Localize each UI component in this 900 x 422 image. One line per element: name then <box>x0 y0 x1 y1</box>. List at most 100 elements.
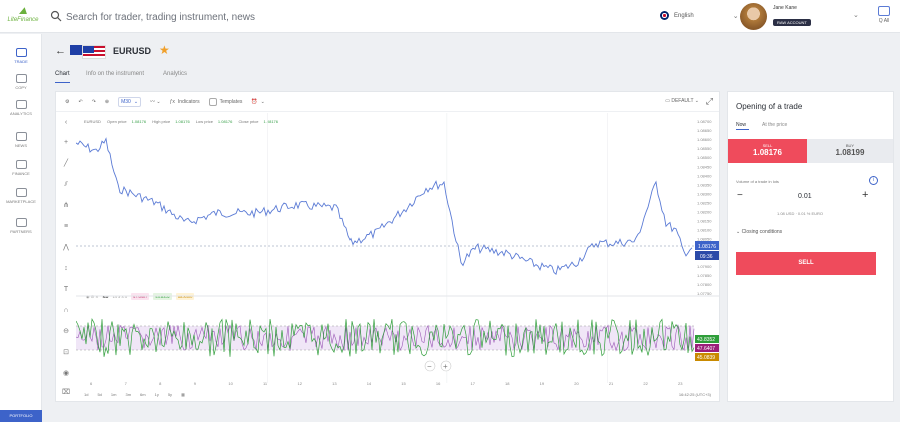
top-bar: ⛰ LiteFinance English ⌄ Jane Kane RAW AC… <box>0 0 900 33</box>
info-icon[interactable]: i <box>869 176 878 185</box>
notifications-button[interactable]: Q All <box>876 6 892 24</box>
legend-high-label: High price <box>152 119 171 124</box>
chart-type-select[interactable]: 〰 ⌄ <box>150 99 161 105</box>
date-axis-label: 18 <box>505 381 510 386</box>
sidebar-item-copy[interactable]: COPY <box>0 74 42 90</box>
marketplace-icon <box>15 188 27 197</box>
language-selector[interactable]: English ⌄ <box>660 11 739 20</box>
price-axis-label: 1.08650 <box>697 128 712 133</box>
range-1d[interactable]: 1d <box>84 392 89 397</box>
layout-mode-select[interactable]: ▭ DEFAULT ⌄ <box>665 98 699 104</box>
trash-icon[interactable]: ⌧ <box>61 389 71 396</box>
date-axis-label: 21 <box>609 381 614 386</box>
sell-button[interactable]: SELL <box>736 252 876 275</box>
volume-decrease-icon[interactable]: − <box>737 190 743 201</box>
osc-tag-3: 45.0839 <box>697 355 715 361</box>
favorite-star-icon[interactable]: ★ <box>159 43 170 57</box>
closing-conditions-toggle[interactable]: ⌄ Closing conditions <box>736 229 782 235</box>
price-axis: 1.08700 1.08650 1.08600 1.08550 1.08500 1.084… <box>697 119 712 296</box>
calendar-icon[interactable]: ▦ <box>181 392 185 397</box>
sidebar-item-news[interactable]: NEWS <box>0 132 42 148</box>
range-3m[interactable]: 3m <box>125 392 132 397</box>
buy-price-box[interactable]: BUY 1.08199 <box>807 139 893 163</box>
user-chevron-icon[interactable]: ⌄ <box>853 12 859 19</box>
eye-icon[interactable]: ◉ <box>62 370 70 377</box>
range-1m[interactable]: 1m <box>110 392 117 397</box>
legend-high: 1.08176 <box>175 119 190 124</box>
sidebar-item-trade[interactable]: TRADE <box>0 48 42 64</box>
volume-increase-icon[interactable]: + <box>862 189 869 201</box>
date-axis-label: 7 <box>125 381 128 386</box>
legend-low: 1.08176 <box>217 119 233 124</box>
settings-gear-icon[interactable]: ⚙ <box>65 98 70 105</box>
zoom-in-icon[interactable]: + <box>443 362 448 371</box>
cursor-icon[interactable]: ‹ <box>64 119 68 126</box>
range-5y[interactable]: 5y <box>167 392 173 397</box>
zoom-out-icon[interactable]: − <box>427 362 432 371</box>
tab-at-price[interactable]: At the price <box>762 122 788 128</box>
channel-icon[interactable]: ⫽ <box>64 181 68 188</box>
tab-now[interactable]: Now <box>736 122 747 128</box>
range-5d[interactable]: 5d <box>97 392 102 397</box>
trade-icon <box>15 48 27 57</box>
price-axis-label: 1.08100 <box>697 228 712 233</box>
eu-flag-icon <box>70 45 84 55</box>
date-axis-label: 9 <box>194 381 197 386</box>
news-icon <box>15 132 27 141</box>
redo-icon[interactable]: ↷ <box>91 98 96 105</box>
back-arrow-icon[interactable]: ← <box>55 45 66 57</box>
trendline-icon[interactable]: ╱ <box>63 160 69 167</box>
price-axis-label: 1.08300 <box>697 191 712 196</box>
sell-label: SELL <box>762 143 773 148</box>
sidebar-item-analytics[interactable]: ANALYTICS <box>0 100 42 116</box>
alert-select[interactable]: ⏰ ⌄ <box>251 98 265 105</box>
tab-analytics[interactable]: Analytics <box>163 71 188 77</box>
date-axis-label: 6 <box>90 381 93 386</box>
sell-price-box[interactable]: SELL 1.08176 <box>728 139 807 163</box>
lock-icon[interactable]: ⊡ <box>63 349 69 356</box>
sidebar-item-marketplace[interactable]: MARKETPLACE <box>0 188 42 204</box>
templates-button[interactable]: Templates <box>208 97 242 106</box>
oscillator-main-line <box>76 317 695 358</box>
pitchfork-icon[interactable]: ⋔ <box>63 202 69 209</box>
measure-icon[interactable]: ↕ <box>64 265 68 272</box>
sell-price: 1.08176 <box>753 148 782 157</box>
logo[interactable]: ⛰ LiteFinance <box>6 7 40 27</box>
pattern-icon[interactable]: ⋀ <box>63 244 69 251</box>
chart-toolbar: ⚙ ↶ ↷ ⊕ M30 ⌄ 〰 ⌄ ƒx Indicators Templates… <box>56 92 719 112</box>
legend-symbol: EURUSD <box>84 119 101 124</box>
price-axis-label: 1.08450 <box>697 164 712 169</box>
indicators-icon: ƒx <box>169 98 175 105</box>
date-axis-label: 12 <box>298 381 303 386</box>
tab-info[interactable]: Info on the instrument <box>86 71 145 77</box>
sidebar-item-finance[interactable]: FINANCE <box>0 160 42 176</box>
zoom-icon[interactable]: ⊖ <box>63 328 69 335</box>
tab-chart[interactable]: Chart <box>55 71 70 77</box>
fibonacci-icon[interactable]: ≡ <box>63 223 69 230</box>
range-6m[interactable]: 6m <box>140 392 146 397</box>
crosshair-icon[interactable]: + <box>63 139 69 146</box>
price-chart[interactable]: 1.08700 1.08650 1.08600 1.08550 1.08500 1.084… <box>76 113 719 390</box>
copy-icon <box>15 74 27 83</box>
user-menu[interactable]: Jane Kane RAW ACCOUNT <box>740 3 811 30</box>
logo-mark-icon: ⛰ <box>18 6 28 17</box>
timeframe-label: M30 <box>121 98 131 105</box>
timeframe-select[interactable]: M30 ⌄ <box>118 96 142 107</box>
text-tool-icon[interactable]: T <box>63 286 69 293</box>
add-icon[interactable]: ⊕ <box>104 98 110 105</box>
indicators-button[interactable]: ƒx Indicators <box>170 99 200 105</box>
portfolio-button[interactable]: PORTFOLIO <box>0 410 42 422</box>
magnet-icon[interactable]: ∩ <box>63 307 69 314</box>
timezone-label[interactable]: 16:42:25 (UTC+3) <box>678 392 711 397</box>
fullscreen-icon[interactable]: ⤢ <box>705 96 713 106</box>
buy-price: 1.08199 <box>835 148 865 157</box>
search-input[interactable] <box>66 9 426 25</box>
volume-input[interactable]: 0.01 <box>798 193 812 200</box>
zoom-controls[interactable]: − + <box>424 360 452 372</box>
user-name: Jane Kane <box>773 4 797 11</box>
undo-icon[interactable]: ↶ <box>78 98 83 105</box>
sidebar-item-partners[interactable]: PARTNERS <box>0 218 42 234</box>
range-1y[interactable]: 1y <box>154 392 159 397</box>
layout-mode-icon: ▭ <box>665 98 672 104</box>
volume-conversion: 1.08 USD · 0.01 % EURO <box>777 211 824 216</box>
